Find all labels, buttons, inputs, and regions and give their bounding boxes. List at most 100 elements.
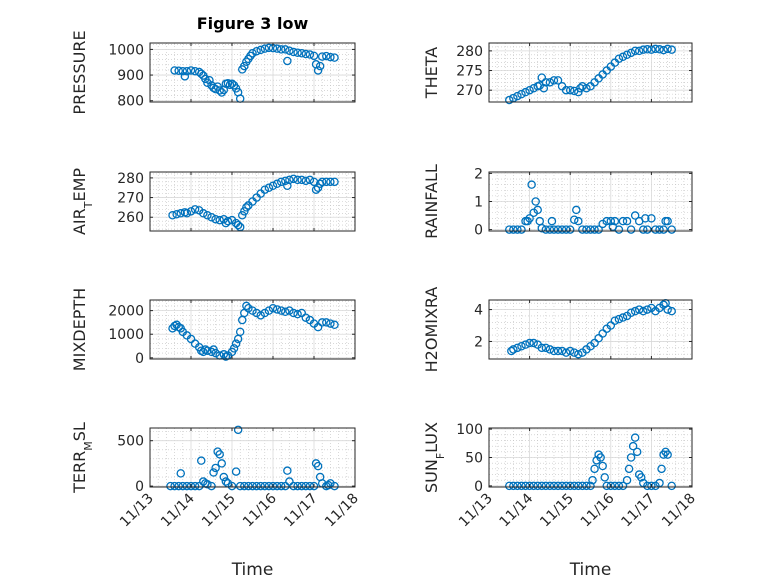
data-point bbox=[276, 481, 286, 491]
data-point bbox=[199, 347, 208, 357]
data-point bbox=[196, 69, 206, 79]
y-axis-label: RAINFALL bbox=[422, 164, 441, 239]
data-point bbox=[622, 50, 632, 60]
data-point bbox=[663, 305, 672, 314]
data-point bbox=[293, 309, 302, 319]
data-point bbox=[630, 433, 640, 442]
data-point bbox=[525, 85, 534, 95]
y-tick-label: 0 bbox=[474, 479, 483, 495]
subplot-1: 800 900 1000 PRESSURE bbox=[70, 30, 356, 115]
data-point bbox=[186, 66, 196, 75]
data-point bbox=[647, 214, 656, 223]
data-point bbox=[281, 45, 290, 54]
data-point bbox=[231, 467, 241, 476]
data-point bbox=[667, 306, 676, 316]
data-point bbox=[582, 225, 591, 234]
x-tick-label: 11/14 bbox=[497, 490, 537, 530]
data-point bbox=[297, 175, 306, 185]
data-point bbox=[330, 53, 339, 62]
data-point bbox=[557, 346, 567, 356]
data-point bbox=[657, 464, 666, 474]
data-point bbox=[531, 197, 540, 206]
data-point bbox=[170, 66, 179, 75]
x-tick-label: 11/14 bbox=[158, 490, 198, 530]
data-point bbox=[667, 481, 676, 491]
data-point bbox=[219, 472, 229, 482]
y-tick-label: 275 bbox=[456, 64, 483, 80]
data-point bbox=[283, 466, 292, 475]
data-point bbox=[219, 350, 229, 359]
data-point bbox=[582, 83, 591, 93]
data-point bbox=[231, 339, 241, 348]
data-point bbox=[326, 319, 335, 328]
data-point bbox=[182, 209, 192, 218]
data-point bbox=[610, 316, 620, 325]
data-point bbox=[582, 481, 591, 491]
data-point bbox=[618, 313, 628, 322]
data-point bbox=[639, 306, 648, 316]
data-point bbox=[311, 185, 321, 194]
data-point bbox=[221, 477, 231, 486]
data-point bbox=[256, 311, 265, 320]
data-point bbox=[565, 85, 575, 95]
data-point bbox=[209, 468, 218, 477]
data-point bbox=[326, 177, 335, 187]
data-point bbox=[174, 481, 183, 491]
data-point bbox=[242, 301, 251, 311]
data-point bbox=[182, 481, 192, 491]
data-point bbox=[614, 225, 624, 234]
data-point bbox=[244, 481, 253, 491]
data-point bbox=[324, 480, 333, 490]
data-point bbox=[541, 78, 551, 87]
data-point bbox=[525, 338, 534, 348]
data-point bbox=[281, 307, 290, 317]
x-axis-label: Time bbox=[231, 560, 274, 580]
data-point bbox=[301, 481, 311, 491]
data-point bbox=[215, 450, 224, 459]
x-tick-label: 11/17 bbox=[281, 491, 321, 531]
data-point bbox=[272, 305, 282, 314]
data-point bbox=[628, 441, 638, 451]
data-point bbox=[549, 346, 559, 356]
data-point bbox=[667, 225, 676, 234]
data-point bbox=[260, 44, 270, 53]
data-point bbox=[561, 85, 571, 95]
data-point bbox=[659, 225, 668, 234]
data-point bbox=[537, 223, 547, 233]
data-point bbox=[297, 308, 306, 318]
data-point bbox=[176, 209, 185, 218]
data-point bbox=[293, 481, 302, 491]
data-point bbox=[190, 205, 200, 214]
data-point bbox=[600, 473, 609, 482]
data-point bbox=[626, 308, 636, 318]
data-point bbox=[651, 44, 660, 54]
axes-box bbox=[149, 171, 356, 232]
data-point bbox=[622, 216, 632, 226]
data-point bbox=[317, 318, 327, 327]
data-point bbox=[178, 481, 188, 491]
data-point bbox=[614, 314, 624, 324]
data-point bbox=[268, 181, 278, 191]
axes-box bbox=[149, 42, 356, 103]
data-point bbox=[289, 47, 298, 57]
data-point bbox=[248, 306, 257, 315]
data-point bbox=[260, 308, 270, 318]
data-point bbox=[632, 447, 642, 457]
figure-title: Figure 3 low bbox=[196, 14, 309, 33]
data-point bbox=[322, 318, 331, 327]
data-point bbox=[509, 345, 518, 354]
data-point bbox=[553, 225, 563, 234]
data-point bbox=[283, 56, 292, 66]
data-point bbox=[186, 207, 196, 216]
data-point bbox=[541, 225, 551, 234]
data-point bbox=[517, 89, 526, 99]
subplot-7: 0 500 11/13 11/14 11/15 11/16 11/17 11/18 TERRMS… bbox=[70, 422, 362, 580]
data-point bbox=[624, 464, 634, 474]
data-point bbox=[647, 481, 656, 491]
data-point bbox=[618, 52, 628, 62]
data-point bbox=[643, 305, 652, 314]
data-point bbox=[207, 212, 216, 222]
data-point bbox=[248, 481, 257, 491]
data-point bbox=[541, 343, 551, 353]
data-point bbox=[211, 214, 220, 224]
